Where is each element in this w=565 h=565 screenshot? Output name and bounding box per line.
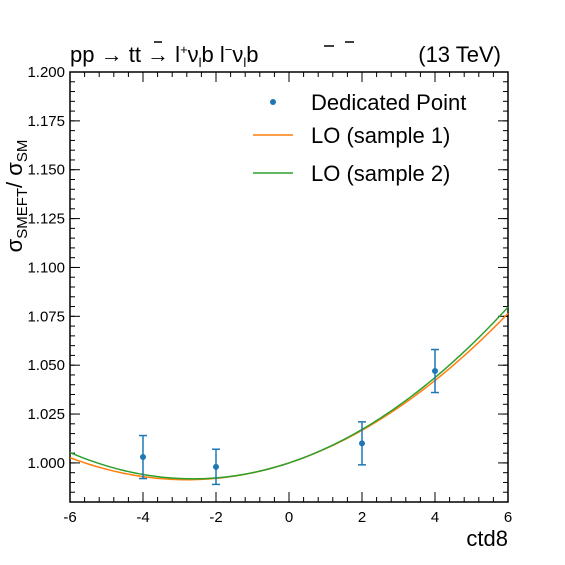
y-tick-label: 1.200 <box>27 64 65 81</box>
curves <box>69 306 509 481</box>
y-tick-label: 1.050 <box>27 357 65 374</box>
x-tick-label: 4 <box>431 509 439 526</box>
y-tick-label: 1.175 <box>27 113 65 130</box>
legend: Dedicated Point LO (sample 1) LO (sample… <box>253 90 466 186</box>
data-point <box>213 463 219 470</box>
legend-label-dedicated-point: Dedicated Point <box>311 90 466 115</box>
x-tick-label: -4 <box>136 509 149 526</box>
y-axis-label: σSMEFT/ σSM <box>2 140 31 253</box>
y-tick-label: 1.125 <box>27 211 65 228</box>
chart-title-energy: (13 TeV) <box>418 42 501 67</box>
axis-ticks: -6 -4 -2 0 2 4 6 1.000 1.025 1.050 1.075 1.100 1.125… <box>27 64 512 526</box>
data-points <box>139 348 439 486</box>
series-curve <box>69 306 509 480</box>
y-tick-label: 1.025 <box>27 406 65 423</box>
y-tick-label: 1.100 <box>27 259 65 276</box>
legend-label-lo-sample-1: LO (sample 1) <box>311 123 450 148</box>
x-tick-label: 6 <box>504 509 512 526</box>
x-tick-label: 0 <box>285 509 293 526</box>
legend-label-lo-sample-2: LO (sample 2) <box>311 161 450 186</box>
data-point <box>359 440 365 447</box>
y-tick-label: 1.000 <box>27 455 65 472</box>
y-tick-label: 1.075 <box>27 308 65 325</box>
legend-marker-dedicated-point <box>270 99 276 105</box>
x-tick-label: 2 <box>358 509 366 526</box>
x-tick-label: -6 <box>63 509 76 526</box>
series-curve <box>69 312 509 481</box>
chart-title-process: pp → tt → l+νlb l−νlb <box>70 42 259 70</box>
x-axis-label: ctd8 <box>466 526 508 551</box>
data-point <box>140 454 146 461</box>
x-tick-label: -2 <box>209 509 222 526</box>
data-point <box>432 368 438 375</box>
y-tick-label: 1.150 <box>27 162 65 179</box>
